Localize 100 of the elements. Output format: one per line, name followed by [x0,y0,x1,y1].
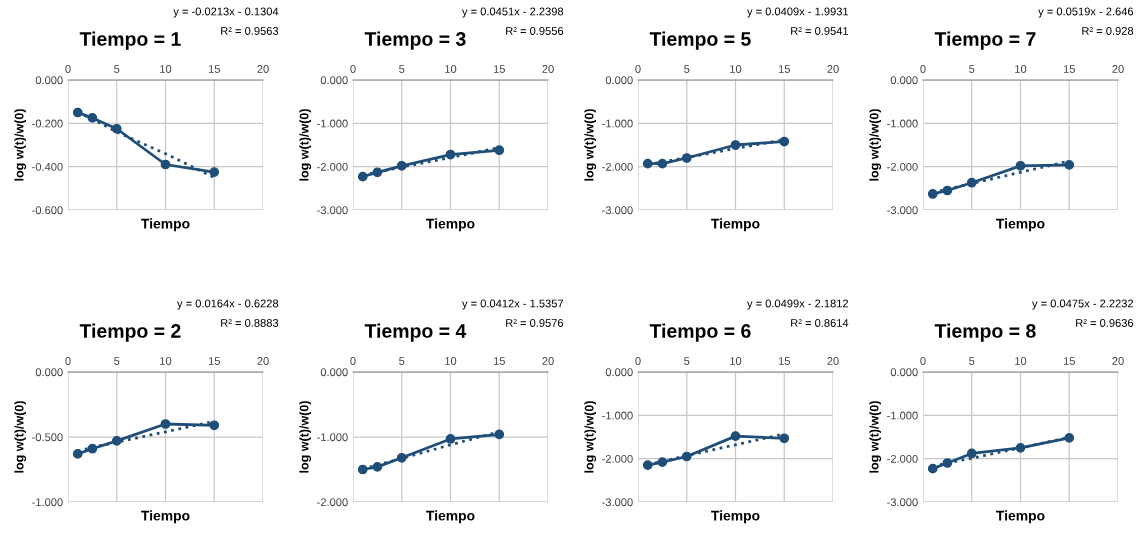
y-tick-label: -0.400 [32,162,63,171]
point [372,462,383,472]
y-tick-label: -3.000 [887,206,918,215]
text: y = 0.0451x - 2.2398 [462,7,564,18]
x-tick-label: 20 [542,357,554,365]
x-tick-label: 15 [1063,357,1075,365]
point [730,140,741,150]
y-tick-label: -1.000 [32,498,63,507]
y-axis-title: log w(t)/w(0) [584,401,597,473]
point [730,431,741,441]
y-tick-label: -1.000 [602,411,633,420]
x-tick-label: 20 [827,65,839,73]
y-tick-label: -2.000 [887,454,918,463]
y-tick-label: 0.000 [320,368,348,377]
x-tick-label: 10 [160,357,172,365]
x-axis-title: Tiempo [996,510,1045,524]
text: R² = 0.928 [1082,27,1134,35]
text: R² = 0.9563 [221,27,279,35]
y-axis-title: log w(t)/w(0) [14,109,27,181]
point [209,420,220,431]
point [494,429,505,440]
x-tick-label: 0 [920,357,926,365]
x-tick-label: 20 [542,65,554,73]
x-tick-label: 10 [1015,357,1027,365]
y-axis-title: log w(t)/w(0) [869,109,882,181]
point [160,159,171,170]
x-tick-label: 20 [1112,65,1124,73]
text: R² = 0.9576 [506,319,564,327]
y-tick-label: 0.000 [890,368,918,377]
point [779,433,790,444]
y-axis-title: log w(t)/w(0) [14,401,27,473]
x-tick-label: 5 [684,65,690,73]
point [209,167,220,177]
y-tick-label: -1.000 [602,119,633,128]
x-axis-title: Tiempo [711,510,760,524]
y-tick-label: -1.000 [887,119,918,128]
x-tick-label: 5 [399,65,405,73]
y-tick-label: -0.200 [32,119,63,128]
x-tick-label: 0 [350,357,356,365]
x-tick-label: 15 [1063,65,1075,73]
x-tick-label: 15 [493,65,505,73]
text: R² = 0.9636 [1076,319,1134,327]
text: y = 0.0409x - 1.9931 [747,7,849,18]
point [966,448,977,459]
chart-title: Tiempo = 1 [79,31,181,50]
x-tick-label: 20 [257,357,269,365]
chart-title: Tiempo = 7 [934,31,1036,50]
y-tick-label: -1.000 [317,119,348,128]
point [657,457,668,467]
y-tick-label: 0.000 [320,76,348,85]
chart-title: Tiempo = 8 [934,323,1036,342]
point [72,449,83,459]
chart-title: Tiempo = 3 [364,31,466,50]
point [642,460,653,471]
x-tick-label: 0 [65,65,71,73]
x-tick-label: 20 [257,65,269,73]
y-axis-title: log w(t)/w(0) [869,401,882,473]
y-tick-label: 0.000 [35,368,63,377]
x-tick-label: 0 [350,65,356,73]
y-tick-label: -3.000 [602,206,633,215]
text: y = 0.0412x - 1.5357 [462,299,564,310]
x-tick-label: 5 [969,357,975,365]
point [1064,160,1075,170]
text: y = 0.0519x - 2.646 [1038,7,1134,18]
x-axis-title: Tiempo [141,510,190,524]
y-tick-label: -3.000 [602,498,633,507]
point [494,145,505,156]
x-tick-label: 0 [635,65,641,73]
y-tick-label: -0.600 [32,206,63,215]
y-axis-title: log w(t)/w(0) [299,109,312,181]
text: R² = 0.9541 [791,27,849,35]
x-axis-title: Tiempo [426,510,475,524]
x-tick-label: 0 [635,357,641,365]
y-tick-label: 0.000 [890,76,918,85]
chart-title: Tiempo = 6 [649,323,751,342]
y-axis-title: log w(t)/w(0) [584,109,597,181]
text: y = 0.0499x - 2.1812 [747,299,849,310]
x-tick-label: 5 [684,357,690,365]
point [942,458,953,468]
y-tick-label: -3.000 [887,498,918,507]
y-tick-label: -2.000 [317,498,348,507]
x-tick-label: 10 [730,65,742,73]
x-tick-label: 20 [1112,357,1124,365]
y-tick-label: -2.000 [317,162,348,171]
x-axis-title: Tiempo [711,218,760,232]
point [111,123,122,134]
y-tick-label: -3.000 [317,206,348,215]
text: y = 0.0164x - 0.6228 [177,299,279,310]
point [160,419,171,429]
x-axis-title: Tiempo [141,218,190,232]
point [779,136,790,147]
text: R² = 0.8614 [791,319,849,327]
point [927,463,938,474]
chart-title: Tiempo = 2 [79,323,181,342]
y-tick-label: 0.000 [605,76,633,85]
x-tick-label: 15 [778,357,790,365]
x-tick-label: 10 [730,357,742,365]
x-tick-label: 0 [920,65,926,73]
point [1064,433,1075,443]
y-axis-title: log w(t)/w(0) [299,401,312,473]
